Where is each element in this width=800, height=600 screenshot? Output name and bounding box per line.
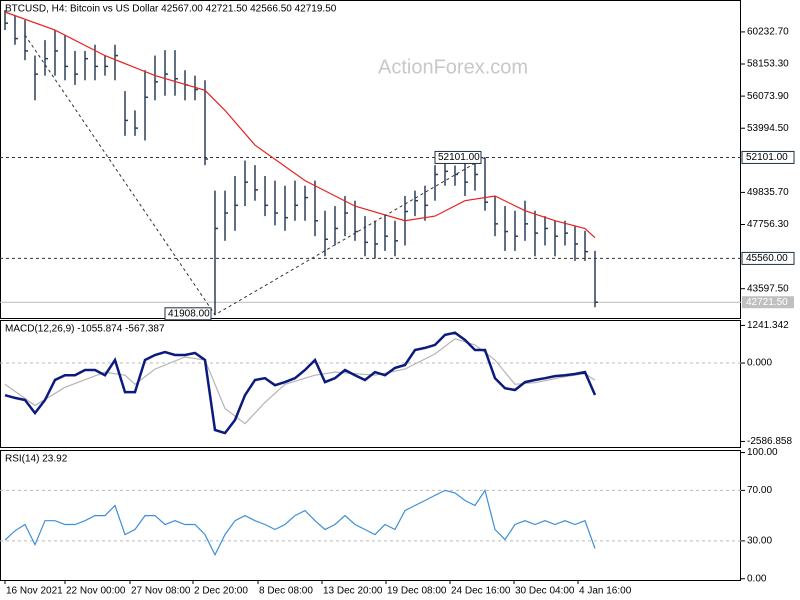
x-tick-label: 19 Dec 08:00 (387, 586, 447, 597)
x-tick-label: 8 Dec 08:00 (259, 586, 313, 597)
annotation: 52101.00 (438, 152, 480, 163)
annotation-box (164, 307, 212, 321)
y-tick-label: -2586.858 (747, 436, 792, 447)
y-tick-label: 70.00 (747, 485, 772, 496)
x-tick-label: 4 Jan 16:00 (579, 586, 632, 597)
x-tick-label: 2 Dec 20:00 (194, 586, 248, 597)
y-tick-label: 0.000 (747, 358, 772, 369)
y-tick-label: 43597.50 (747, 283, 789, 294)
x-tick-label: 13 Dec 20:00 (323, 586, 383, 597)
level-box (741, 150, 795, 164)
y-tick-label: 0.00 (747, 573, 767, 584)
x-tick-label: 27 Nov 08:00 (131, 586, 191, 597)
annotation-box (434, 150, 482, 164)
panel-title: RSI(14) 23.92 (5, 454, 68, 465)
last-price-label: 42721.50 (746, 297, 788, 308)
x-tick-label: 30 Dec 04:00 (515, 586, 575, 597)
watermark: ActionForex.com (378, 56, 528, 78)
y-tick-label: 53994.50 (747, 123, 789, 134)
x-tick-label: 24 Dec 16:00 (451, 586, 511, 597)
last-price-box (742, 296, 794, 309)
y-tick-label: 60232.70 (747, 27, 789, 38)
y-tick-label: 58153.30 (747, 59, 789, 70)
y-tick-label: 100.00 (747, 447, 778, 458)
x-tick-label: 16 Nov 2021 (6, 586, 63, 597)
y-tick-label: 30.00 (747, 536, 772, 547)
panel-title: MACD(12,26,9) -1055.874 -567.387 (5, 324, 165, 335)
annotation: 41908.00 (168, 308, 210, 319)
panel-title: BTCUSD, H4: Bitcoin vs US Dollar 42567.0… (5, 4, 337, 15)
level-box (741, 251, 795, 265)
y-tick-label: 49835.70 (747, 187, 789, 198)
macd-panel (0, 320, 741, 448)
zigzag (24, 34, 486, 316)
y-tick-label: 56073.90 (747, 91, 789, 102)
level-label: 52101.00 (746, 152, 788, 163)
rsi-panel (0, 450, 741, 581)
rsi-line (4, 488, 596, 557)
moving-average (4, 11, 596, 239)
y-tick-label: 47756.30 (747, 219, 789, 230)
price-panel (0, 0, 741, 319)
y-tick-label: 1241.342 (747, 320, 789, 331)
x-tick-label: 22 Nov 00:00 (66, 586, 126, 597)
level-label: 45560.00 (746, 253, 788, 264)
macd-line (4, 331, 597, 435)
signal-line (4, 338, 596, 425)
